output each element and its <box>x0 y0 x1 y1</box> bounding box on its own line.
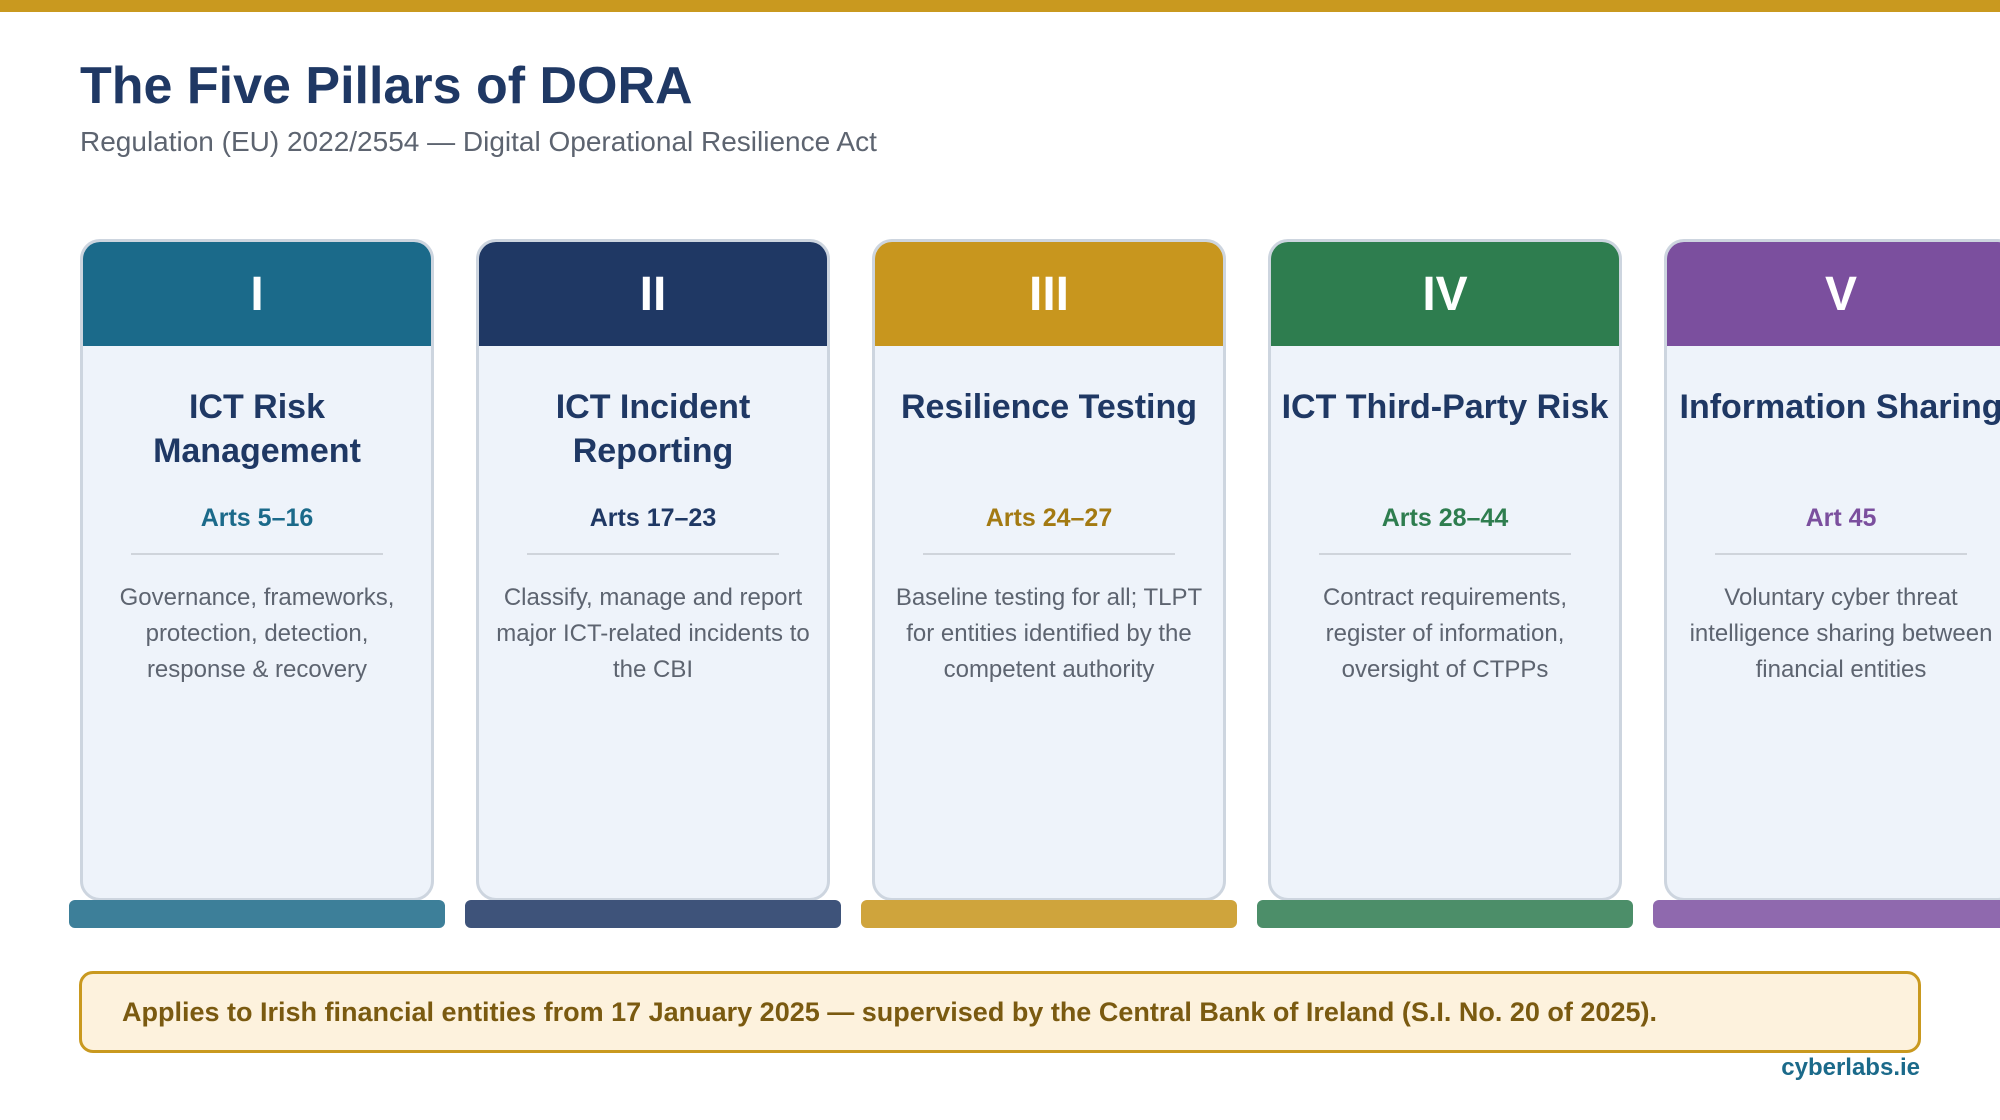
pillar-articles: Arts 17–23 <box>589 504 717 532</box>
pillar-description: Classify, manage and report major ICT-re… <box>496 584 810 683</box>
pillar-base <box>1257 900 1633 928</box>
pillar-divider <box>527 553 779 555</box>
pillar-description: Voluntary cyber threat intelligence shar… <box>1689 584 1993 683</box>
pillar-card-2: II ICT Incident Reporting Arts 17–23 Cla… <box>465 239 841 928</box>
pillar-card-body: IV ICT Third-Party Risk Arts 28–44 Contr… <box>1268 239 1622 901</box>
pillar-header: II <box>479 242 827 346</box>
pillar-header: I <box>83 242 431 346</box>
pillar-card-body: V Information Sharing Art 45 Voluntary c… <box>1664 239 2000 901</box>
pillar-description: Baseline testing for all; TLPT for entit… <box>895 584 1203 683</box>
pillar-articles: Arts 24–27 <box>985 504 1113 532</box>
applicability-note-text: Applies to Irish financial entities from… <box>122 996 1657 1027</box>
pillar-base <box>861 900 1237 928</box>
pillar-header: III <box>875 242 1223 346</box>
pillar-articles: Art 45 <box>1805 504 1877 532</box>
pillar-name: Resilience Testing <box>900 388 1198 426</box>
page-subtitle: Regulation (EU) 2022/2554 — Digital Oper… <box>80 126 877 157</box>
pillar-description: Contract requirements, register of infor… <box>1322 584 1568 683</box>
pillar-base <box>69 900 445 928</box>
pillar-divider <box>1715 553 1967 555</box>
pillar-base <box>465 900 841 928</box>
pillar-card-5: V Information Sharing Art 45 Voluntary c… <box>1653 239 2000 928</box>
pillar-header: V <box>1667 242 2000 346</box>
pillar-divider <box>1319 553 1571 555</box>
pillar-card-4: IV ICT Third-Party Risk Arts 28–44 Contr… <box>1257 239 1633 928</box>
brand-label: cyberlabs.ie <box>1781 1054 1920 1081</box>
page-title: The Five Pillars of DORA <box>80 57 693 115</box>
pillar-name: ICT Third-Party Risk <box>1281 388 1609 426</box>
pillar-name: ICT Incident Reporting <box>555 388 751 470</box>
pillar-card-1: I ICT Risk Management Arts 5–16 Governan… <box>69 239 445 928</box>
pillar-name: Information Sharing <box>1679 388 2000 426</box>
pillar-articles: Arts 28–44 <box>1381 504 1509 532</box>
pillar-card-body: II ICT Incident Reporting Arts 17–23 Cla… <box>476 239 830 901</box>
pillar-divider <box>923 553 1175 555</box>
pillar-articles: Arts 5–16 <box>200 504 314 532</box>
top-accent-bar <box>0 0 2000 12</box>
pillar-description: Governance, frameworks, protection, dete… <box>119 584 395 683</box>
applicability-note: Applies to Irish financial entities from… <box>79 971 1921 1053</box>
pillar-card-body: III Resilience Testing Arts 24–27 Baseli… <box>872 239 1226 901</box>
pillar-name: ICT Risk Management <box>153 388 361 470</box>
pillar-header: IV <box>1271 242 1619 346</box>
pillar-card-body: I ICT Risk Management Arts 5–16 Governan… <box>80 239 434 901</box>
pillar-base <box>1653 900 2000 928</box>
pillar-divider <box>131 553 383 555</box>
pillar-card-3: III Resilience Testing Arts 24–27 Baseli… <box>861 239 1237 928</box>
